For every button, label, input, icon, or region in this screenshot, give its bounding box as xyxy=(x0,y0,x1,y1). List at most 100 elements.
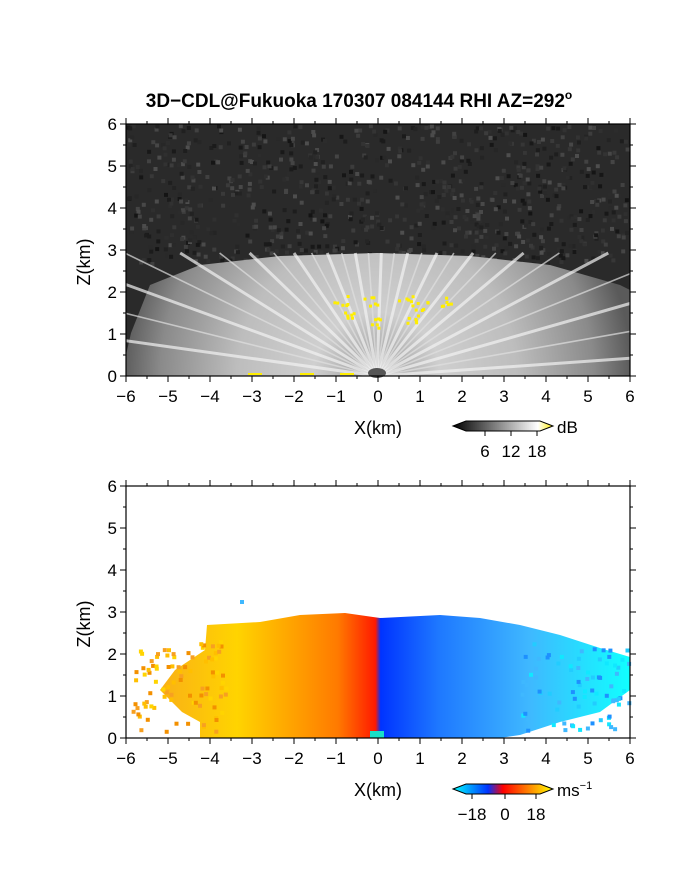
velocity-pixel xyxy=(155,654,160,659)
snr-noise-pixel xyxy=(212,144,217,148)
snr-noise-pixel xyxy=(590,180,595,185)
snr-noise-pixel xyxy=(602,218,607,223)
snr-noise-pixel xyxy=(499,176,504,181)
velocity-pixel xyxy=(205,686,210,691)
velocity-pixel xyxy=(586,670,590,675)
snr-y-tick-label: 3 xyxy=(108,241,117,260)
snr-noise-pixel xyxy=(186,141,191,146)
snr-noise-pixel xyxy=(155,247,160,252)
snr-noise-pixel xyxy=(471,244,476,249)
snr-noise-pixel xyxy=(150,262,155,266)
snr-beam xyxy=(376,302,631,378)
snr-noise-pixel xyxy=(342,173,346,178)
snr-beam xyxy=(179,251,378,378)
velocity-pixel xyxy=(134,670,139,675)
snr-noise-pixel xyxy=(167,197,171,202)
snr-noise-pixel xyxy=(568,244,573,249)
snr-noise-pixel xyxy=(569,227,574,232)
snr-noise-pixel xyxy=(571,244,576,249)
snr-noise-pixel xyxy=(510,181,515,185)
snr-noise-pixel xyxy=(520,219,525,224)
snr-noise-pixel xyxy=(496,230,501,235)
snr-noise-pixel xyxy=(212,186,216,191)
snr-noise-pixel xyxy=(579,239,584,244)
snr-noise-pixel xyxy=(567,147,572,152)
velocity-pixel xyxy=(583,689,587,694)
snr-noise-pixel xyxy=(248,172,253,177)
snr-noise-pixel xyxy=(357,201,361,206)
snr-noise-pixel xyxy=(177,197,182,201)
snr-noise-pixel xyxy=(272,225,277,230)
velocity-axes: −6 −5 −4 −3 −2 −1 0 1 2 3 4 5 6 0 1 2 3 4 5 6 X(km) Z(km) xyxy=(74,477,636,800)
snr-noise-pixel xyxy=(251,202,256,207)
snr-noise-pixel xyxy=(445,211,450,216)
snr-noise-pixel xyxy=(141,258,146,263)
velocity-pixel xyxy=(188,669,193,674)
snr-noise-pixel xyxy=(608,206,613,211)
snr-noise-pixel xyxy=(409,236,414,241)
snr-noise-pixel xyxy=(196,252,201,257)
snr-noise-pixel xyxy=(560,135,565,140)
snr-noise-pixel xyxy=(345,197,350,202)
snr-noise-pixel xyxy=(531,255,536,260)
snr-noise-pixel xyxy=(318,208,323,213)
velocity-pixel xyxy=(613,663,618,668)
snr-noise-pixel xyxy=(323,234,328,239)
snr-noise-pixel xyxy=(492,246,496,251)
snr-noise-pixel xyxy=(328,164,333,169)
snr-noise-pixel xyxy=(310,244,315,249)
snr-noise-pixel xyxy=(289,157,294,162)
snr-noise-pixel xyxy=(332,194,337,199)
snr-noise-pixel xyxy=(529,243,533,248)
velocity-x-tick-label: −6 xyxy=(116,749,135,768)
velocity-x-tick-label: 0 xyxy=(373,749,382,768)
snr-noise-pixel xyxy=(614,193,619,198)
velocity-pixel xyxy=(523,711,528,716)
snr-noise-pixel xyxy=(501,168,506,173)
velocity-colorbar-tick-label: −18 xyxy=(458,805,487,824)
snr-high-echo-pixel xyxy=(363,297,367,301)
snr-high-echo-pixel xyxy=(333,301,337,305)
snr-noise-pixel xyxy=(492,136,497,141)
snr-noise-pixel xyxy=(472,214,477,219)
velocity-pixel xyxy=(555,707,560,712)
snr-beam xyxy=(376,356,631,378)
snr-noise-pixel xyxy=(313,249,318,254)
snr-noise-pixel xyxy=(237,191,242,196)
snr-noise-pixel xyxy=(257,136,262,141)
snr-high-echo-pixel xyxy=(414,318,418,321)
snr-noise-pixel xyxy=(420,125,425,130)
snr-noise-pixel xyxy=(547,180,552,185)
snr-noise-pixel xyxy=(259,185,264,190)
snr-noise-pixel xyxy=(432,179,437,184)
snr-noise-pixel xyxy=(546,126,551,131)
snr-noise-pixel xyxy=(190,186,195,191)
snr-noise-pixel xyxy=(452,196,457,200)
snr-noise-pixel xyxy=(144,233,149,238)
snr-noise-pixel xyxy=(435,137,440,142)
velocity-pixel xyxy=(174,721,179,726)
snr-noise-pixel xyxy=(514,160,519,165)
snr-noise-pixel xyxy=(594,233,599,238)
snr-noise-pixel xyxy=(163,162,168,167)
snr-noise-pixel xyxy=(588,185,593,190)
snr-noise-pixel xyxy=(293,125,298,130)
velocity-pixel xyxy=(208,696,213,701)
snr-noise-pixel xyxy=(246,193,251,198)
velocity-pixel xyxy=(146,667,151,672)
snr-noise-pixel xyxy=(517,234,522,239)
velocity-pixel xyxy=(521,680,526,685)
snr-noise-pixel xyxy=(282,208,287,213)
snr-noise-pixel xyxy=(305,230,310,235)
snr-noise-pixel xyxy=(550,139,555,143)
snr-noise-pixel xyxy=(185,249,189,254)
velocity-pixel xyxy=(590,688,595,693)
snr-noise-pixel xyxy=(452,131,457,136)
velocity-pixel xyxy=(598,718,603,723)
snr-noise-pixel xyxy=(363,155,368,160)
snr-noise-pixel xyxy=(484,131,489,136)
snr-colorbar-tick-label: 6 xyxy=(480,442,489,461)
snr-noise-pixel xyxy=(493,207,498,212)
snr-noise-pixel xyxy=(349,177,354,182)
velocity-pixel xyxy=(571,724,576,729)
